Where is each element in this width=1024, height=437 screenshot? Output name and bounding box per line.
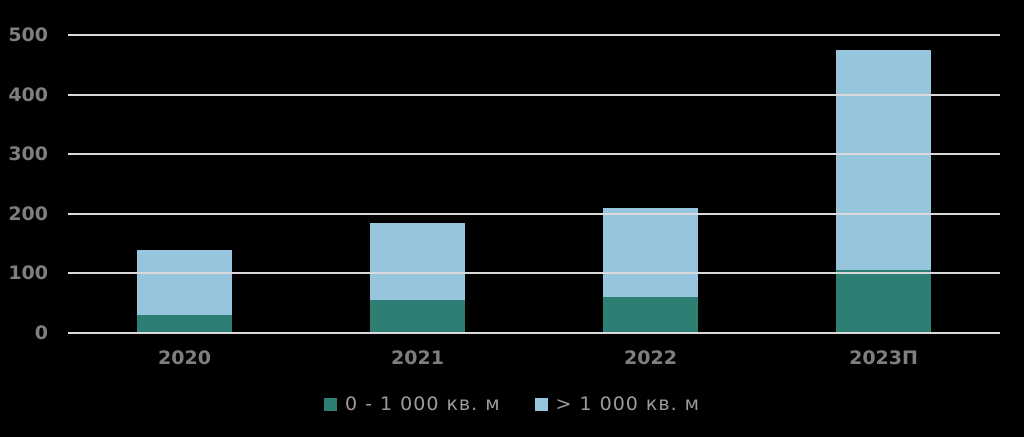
y-tick-label: 300 bbox=[8, 143, 48, 166]
gridline-y200 bbox=[68, 212, 1000, 215]
y-tick-label: 500 bbox=[8, 24, 48, 46]
bar-segment bbox=[137, 249, 232, 316]
bar-2023П bbox=[836, 49, 931, 333]
y-tick-label: 200 bbox=[8, 202, 48, 225]
gridline-y500 bbox=[68, 34, 1000, 36]
bar-2021 bbox=[370, 222, 465, 333]
gridline-y100 bbox=[68, 272, 1000, 275]
legend-label: > 1 000 кв. м bbox=[555, 393, 701, 415]
legend-label: 0 - 1 000 кв. м bbox=[344, 393, 501, 415]
y-tick-label: 0 bbox=[34, 322, 48, 344]
bar-segment bbox=[137, 315, 232, 333]
legend-swatch bbox=[323, 397, 337, 411]
bar-segment bbox=[370, 300, 465, 333]
bar-segment bbox=[836, 49, 931, 271]
bar-2022 bbox=[603, 207, 698, 333]
legend-item: > 1 000 кв. м bbox=[534, 393, 701, 415]
legend-item: 0 - 1 000 кв. м bbox=[323, 393, 501, 415]
bar-segment bbox=[603, 207, 698, 298]
legend: 0 - 1 000 кв. м > 1 000 кв. м bbox=[0, 393, 1024, 415]
y-axis: 0 100 200 300 400 500 bbox=[0, 24, 48, 344]
legend-swatch bbox=[534, 397, 548, 411]
x-tick-label: 2023П bbox=[849, 347, 918, 369]
bar-2020 bbox=[137, 249, 232, 333]
y-tick-label: 400 bbox=[8, 83, 48, 106]
x-axis: 2020 2021 2022 2023П bbox=[68, 347, 1000, 369]
plot-area bbox=[68, 34, 1000, 334]
gridline-y300 bbox=[68, 153, 1000, 156]
x-tick-label: 2020 bbox=[158, 347, 211, 369]
x-tick-label: 2021 bbox=[391, 347, 444, 369]
bar-segment bbox=[370, 222, 465, 301]
x-tick-label: 2022 bbox=[624, 347, 677, 369]
bar-segment bbox=[603, 297, 698, 333]
gridline-y400 bbox=[68, 93, 1000, 96]
y-tick-label: 100 bbox=[8, 262, 48, 285]
bar-segment bbox=[836, 270, 931, 333]
gridline-y0 bbox=[68, 332, 1000, 334]
